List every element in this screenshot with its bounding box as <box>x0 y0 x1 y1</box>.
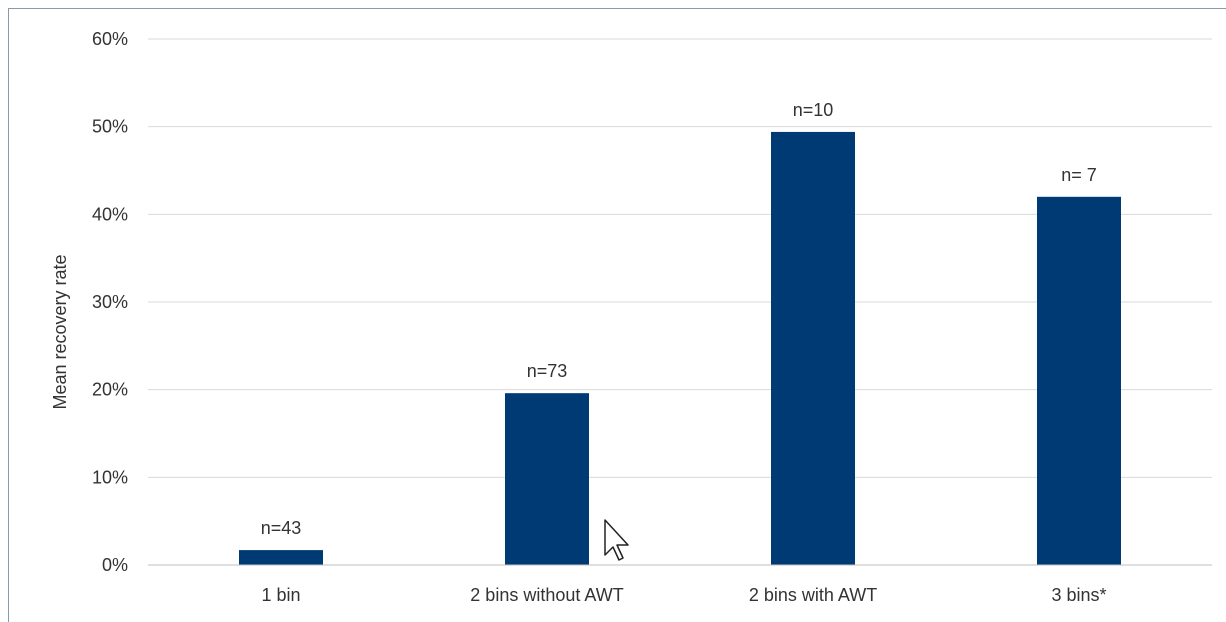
bar-data-label: n=43 <box>261 518 302 538</box>
bar <box>1037 196 1121 566</box>
x-tick-label: 1 bin <box>261 585 300 605</box>
x-tick-label: 3 bins* <box>1051 585 1106 605</box>
y-axis-ticks: 0% 10% 20% 30% 40% 50% 60% <box>92 29 128 575</box>
y-tick-label: 0% <box>102 555 128 575</box>
x-tick-label: 2 bins with AWT <box>749 585 877 605</box>
y-tick-label: 40% <box>92 204 128 224</box>
x-axis-ticks: 1 bin 2 bins without AWT 2 bins with AWT 3 … <box>261 585 1106 605</box>
data-labels: n=43 n=73 n=10 n= 7 <box>261 100 1097 538</box>
bar-data-label: n= 7 <box>1061 165 1097 185</box>
y-tick-label: 50% <box>92 117 128 137</box>
x-tick-label: 2 bins without AWT <box>470 585 623 605</box>
gridlines <box>148 38 1212 478</box>
bar <box>239 550 323 565</box>
y-tick-label: 30% <box>92 292 128 312</box>
bar-data-label: n=73 <box>527 361 568 381</box>
y-tick-label: 20% <box>92 380 128 400</box>
y-tick-label: 60% <box>92 29 128 49</box>
y-axis-title: Mean recovery rate <box>50 254 70 409</box>
chart-frame <box>8 8 1226 622</box>
bars <box>239 131 1121 566</box>
bar <box>505 393 589 565</box>
y-tick-label: 10% <box>92 467 128 487</box>
mouse-cursor-icon <box>604 519 629 561</box>
bar <box>771 131 855 565</box>
bar-data-label: n=10 <box>793 100 834 120</box>
